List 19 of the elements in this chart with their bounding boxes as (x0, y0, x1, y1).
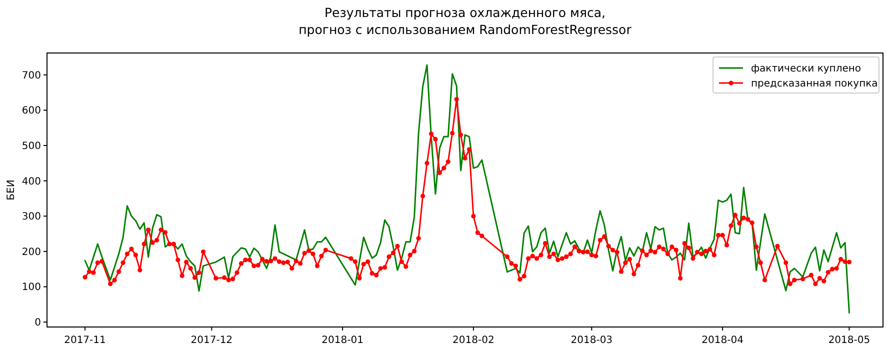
chart-title: Результаты прогноза охлажденного мяса, прогноз с использованием RandomForestRegressor (298, 5, 632, 37)
x-tick-label: 2017-11 (64, 335, 106, 346)
y-tick-label: 100 (22, 282, 41, 294)
x-tick-label: 2018-02 (452, 335, 494, 346)
y-tick-label: 600 (22, 106, 41, 117)
y-axis-title: БЕИ (6, 180, 17, 200)
x-tick-label: 2018-05 (828, 335, 870, 346)
y-tick-label: 300 (22, 212, 41, 223)
y-tick-label: 200 (22, 246, 41, 258)
y-tick-label: 500 (22, 141, 41, 152)
legend-label: фактически куплено (751, 64, 862, 74)
y-tick-label: 700 (22, 70, 41, 82)
x-tick-label: 2018-04 (702, 335, 744, 346)
legend-label: предсказанная покупка (751, 78, 878, 90)
y-tick-label: 400 (22, 176, 41, 188)
x-tick-label: 2018-01 (322, 335, 364, 346)
x-tick-label: 2018-03 (570, 335, 613, 346)
x-tick-label: 2017-12 (190, 335, 233, 346)
y-tick-label: 0 (34, 318, 41, 329)
